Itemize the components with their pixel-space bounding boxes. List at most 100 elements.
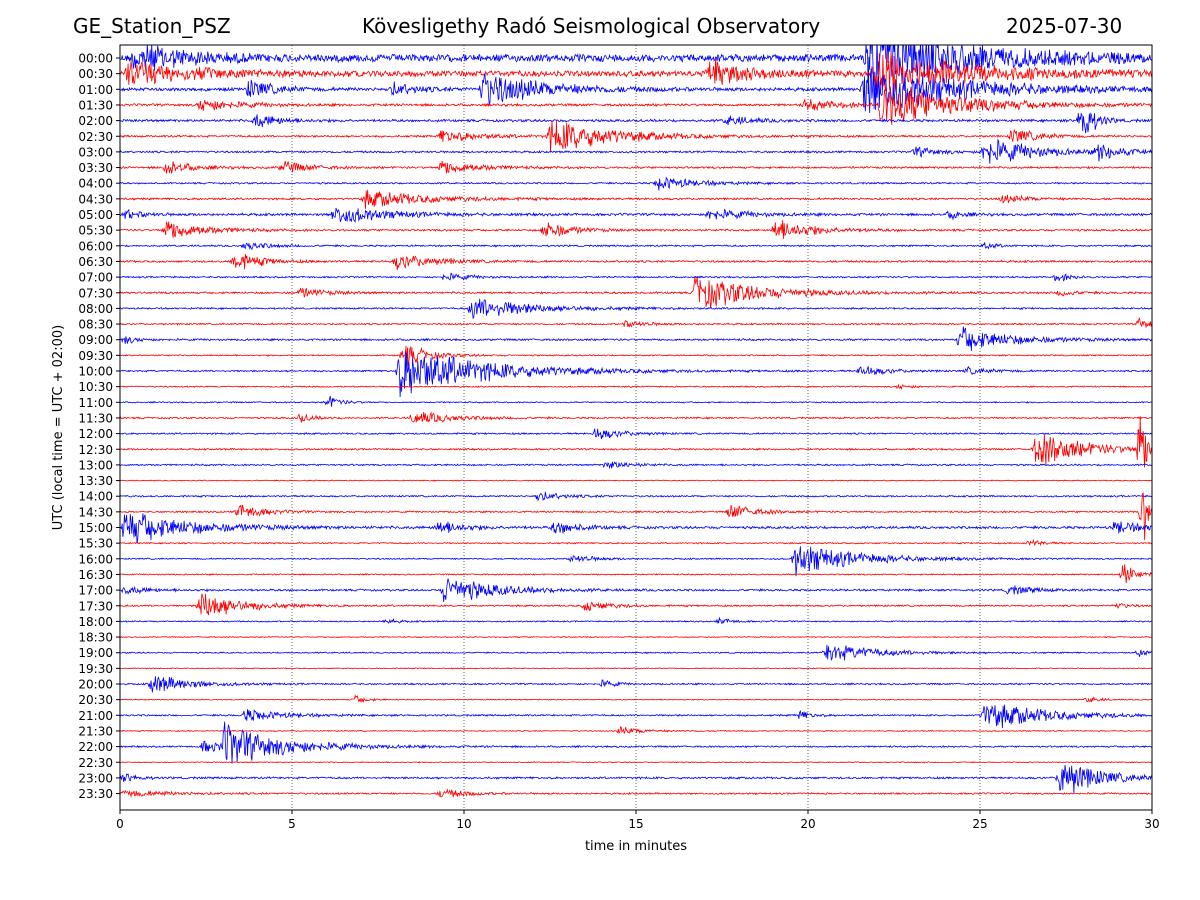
y-axis-label: UTC (local time = UTC + 02:00) (51, 325, 66, 530)
trace-1730 (120, 593, 1152, 616)
x-tick-label: 30 (1144, 817, 1159, 831)
y-tick-label: 05:30 (78, 224, 113, 238)
trace-1500 (120, 513, 1152, 544)
chart-title: Kövesligethy Radó Seismological Observat… (362, 14, 821, 38)
y-tick-label: 10:30 (78, 380, 113, 394)
trace-1700 (120, 578, 1152, 602)
y-tick-label: 15:00 (78, 521, 113, 535)
trace-0530 (120, 220, 1152, 240)
y-tick-label: 01:30 (78, 98, 113, 112)
trace-0700 (120, 272, 1152, 282)
y-tick-label: 19:30 (78, 662, 113, 676)
y-tick-label: 07:30 (78, 286, 113, 300)
trace-0000 (120, 45, 1152, 95)
y-tick-label: 11:30 (78, 411, 113, 425)
y-tick-label: 12:00 (78, 427, 113, 441)
y-tick-label: 00:30 (78, 67, 113, 81)
y-tick-label: 15:30 (78, 537, 113, 551)
y-tick-label: 19:00 (78, 646, 113, 660)
y-tick-label: 02:30 (78, 130, 113, 144)
y-tick-label: 13:30 (78, 474, 113, 488)
trace-1130 (120, 411, 1152, 423)
x-tick-label: 15 (628, 817, 643, 831)
y-tick-label: 21:00 (78, 709, 113, 723)
trace-1330 (120, 479, 1152, 482)
y-tick-label: 06:00 (78, 239, 113, 253)
trace-1430 (120, 492, 1152, 541)
trace-0630 (120, 254, 1152, 271)
y-tick-label: 00:00 (78, 52, 113, 66)
trace-1200 (120, 428, 1152, 440)
trace-1100 (120, 395, 1152, 407)
trace-0400 (120, 176, 1152, 191)
y-tick-label: 09:30 (78, 349, 113, 363)
trace-1600 (120, 546, 1152, 577)
station-title: GE_Station_PSZ (73, 14, 231, 38)
y-tick-label: 05:00 (78, 208, 113, 222)
y-tick-label: 21:30 (78, 724, 113, 738)
y-tick-label: 16:30 (78, 568, 113, 582)
y-tick-label: 22:30 (78, 756, 113, 770)
trace-1830 (120, 635, 1152, 639)
x-tick-label: 20 (800, 817, 815, 831)
trace-1000 (120, 351, 1152, 398)
y-tick-label: 06:30 (78, 255, 113, 269)
y-tick-label: 03:30 (78, 161, 113, 175)
trace-2200 (120, 721, 1152, 764)
trace-0500 (120, 207, 1152, 224)
trace-2300 (120, 764, 1152, 794)
trace-1230 (120, 416, 1152, 468)
x-tick-label: 25 (972, 817, 987, 831)
trace-1630 (120, 564, 1152, 584)
trace-0800 (120, 298, 1152, 320)
trace-0830 (120, 317, 1152, 328)
y-tick-label: 11:00 (78, 396, 113, 410)
trace-1800 (120, 616, 1152, 625)
y-tick-label: 08:30 (78, 318, 113, 332)
y-tick-label: 08:00 (78, 302, 113, 316)
y-tick-label: 23:00 (78, 771, 113, 785)
trace-1930 (120, 667, 1152, 670)
y-tick-label: 23:30 (78, 787, 113, 801)
trace-1400 (120, 491, 1152, 502)
trace-1300 (120, 461, 1152, 470)
y-tick-label: 03:00 (78, 145, 113, 159)
y-tick-label: 07:00 (78, 271, 113, 285)
date-title: 2025-07-30 (1006, 14, 1123, 38)
trace-0600 (120, 242, 1152, 250)
trace-2230 (120, 761, 1152, 764)
trace-2330 (120, 788, 1152, 798)
y-tick-label: 14:00 (78, 490, 113, 504)
trace-1900 (120, 644, 1152, 662)
y-tick-label: 17:30 (78, 599, 113, 613)
trace-0430 (120, 189, 1152, 209)
trace-0930 (120, 345, 1152, 366)
y-tick-label: 09:00 (78, 333, 113, 347)
y-tick-label: 20:30 (78, 693, 113, 707)
trace-0230 (120, 120, 1152, 153)
y-tick-label: 18:30 (78, 631, 113, 645)
trace-0100 (120, 68, 1152, 114)
y-tick-label: 17:00 (78, 584, 113, 598)
trace-1530 (120, 538, 1152, 547)
y-tick-label: 01:00 (78, 83, 113, 97)
y-tick-label: 16:00 (78, 552, 113, 566)
x-tick-label: 10 (456, 817, 471, 831)
trace-0030 (120, 52, 1152, 93)
trace-2030 (120, 694, 1152, 703)
trace-0330 (120, 161, 1152, 174)
y-tick-label: 20:00 (78, 678, 113, 692)
y-tick-label: 10:00 (78, 365, 113, 379)
y-tick-label: 04:00 (78, 177, 113, 191)
trace-0300 (120, 138, 1152, 164)
y-tick-label: 02:00 (78, 114, 113, 128)
y-tick-label: 13:00 (78, 458, 113, 472)
trace-0730 (120, 276, 1152, 309)
y-tick-label: 14:30 (78, 505, 113, 519)
x-tick-label: 0 (116, 817, 124, 831)
trace-0200 (120, 112, 1152, 134)
trace-0130 (120, 86, 1152, 125)
grid-lines (291, 45, 981, 810)
y-tick-label: 04:30 (78, 192, 113, 206)
